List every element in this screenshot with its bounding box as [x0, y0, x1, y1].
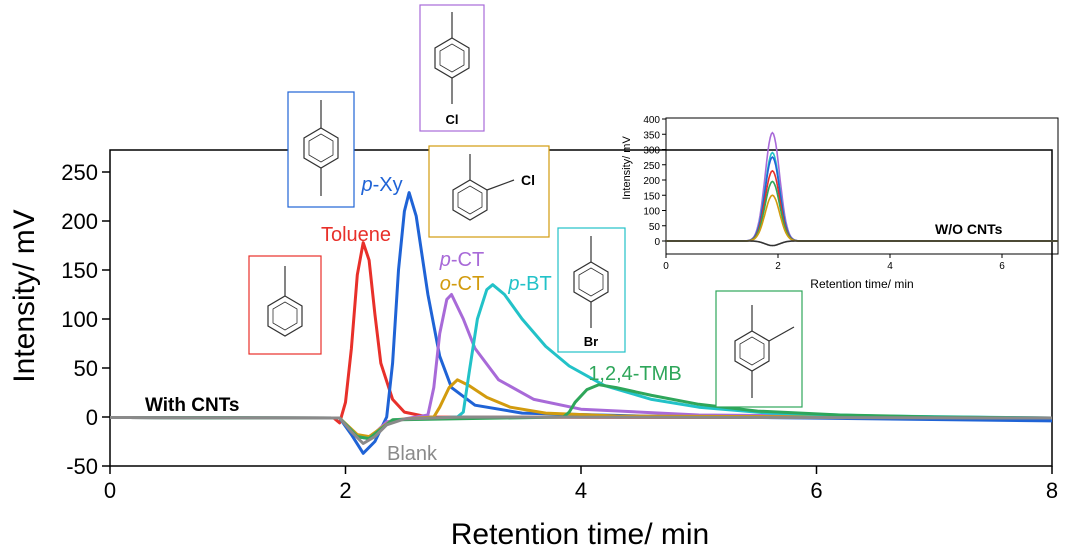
- main-y-tick-label: 200: [61, 209, 98, 234]
- inset-x-tick-label: 2: [775, 261, 781, 272]
- main-x-tick-label: 8: [1046, 478, 1058, 503]
- series-line-o-ct: [109, 378, 1053, 439]
- inset-x-tick-label: 4: [887, 261, 893, 272]
- trimethylbenzene-structure: [715, 290, 803, 408]
- inset-y-tick-label: 250: [643, 161, 660, 172]
- with-cnts-annotation: With CNTs: [145, 395, 239, 416]
- main-y-tick-label: 0: [86, 405, 98, 430]
- main-series-labels: Toluene p-Xy p-CTo-CT p-BT 1,2,4-TMB Blank: [321, 174, 682, 465]
- o-ct-cl-label: Cl: [521, 172, 535, 188]
- main-y-tick-label: -50: [66, 454, 98, 479]
- main-y-tick-label: 50: [74, 356, 98, 381]
- main-series: [109, 191, 1053, 455]
- inset-y-tick-label: 200: [643, 176, 660, 187]
- series-label-o-ct: o-CT: [440, 273, 484, 295]
- main-x-tick-label: 2: [339, 478, 351, 503]
- inset-y-axis: 0 50 100 150 200 250 300 350 400: [643, 115, 666, 248]
- series-label-p-xy: p-Xy: [360, 174, 402, 196]
- main-y-tick-label: 150: [61, 258, 98, 283]
- inset-y-tick-label: 150: [643, 191, 660, 202]
- main-x-tick-label: 4: [575, 478, 587, 503]
- inset-y-tick-label: 400: [643, 115, 660, 126]
- inset-y-axis-label: Intensity/ mV: [621, 136, 633, 200]
- inset-y-tick-label: 50: [649, 222, 661, 233]
- main-y-axis-label: Intensity/ mV: [8, 209, 41, 382]
- inset-chart: 0 50 100 150 200 250 300 350 400 0 2 4 6 Retention …: [621, 115, 1059, 291]
- series-line-1-2-4-tmb: [109, 383, 1053, 441]
- inset-plot-frame: [665, 117, 1059, 255]
- series-line-blank: [109, 415, 1053, 445]
- p-xylene-structure: [287, 91, 355, 208]
- main-y-tick-label: 250: [61, 160, 98, 185]
- main-x-tick-label: 6: [810, 478, 822, 503]
- inset-x-axis: 0 2 4 6: [663, 254, 1005, 272]
- without-cnts-annotation: W/O CNTs: [935, 221, 1003, 237]
- inset-x-tick-label: 6: [999, 261, 1005, 272]
- main-x-axis: 0 2 4 6 8: [104, 466, 1058, 503]
- main-y-tick-label: 100: [61, 307, 98, 332]
- p-bromotoluene-structure: Br: [557, 227, 626, 353]
- inset-y-tick-label: 300: [643, 146, 660, 157]
- inset-y-tick-label: 100: [643, 207, 660, 218]
- inset-y-tick-label: 350: [643, 130, 660, 141]
- inset-series: [666, 131, 1058, 247]
- p-chlorotoluene-structure: Cl: [419, 4, 485, 132]
- main-x-axis-label: Retention time/ min: [451, 518, 709, 551]
- series-label-1-2-4-tmb: 1,2,4-TMB: [588, 363, 681, 385]
- main-x-tick-label: 0: [104, 478, 116, 503]
- p-ct-cl-label: Cl: [446, 112, 459, 127]
- series-label-p-ct: p-CT: [439, 249, 484, 271]
- series-line-p-xy: [109, 191, 1053, 455]
- main-y-axis: -50 0 50 100 150 200 250: [61, 160, 110, 479]
- o-chlorotoluene-structure: Cl: [428, 145, 550, 238]
- toluene-structure: [248, 255, 322, 355]
- series-label-toluene: Toluene: [321, 224, 391, 246]
- inset-x-axis-label: Retention time/ min: [810, 277, 913, 291]
- series-label-p-bt: p-BT: [507, 273, 551, 295]
- inset-series-line-6: [666, 240, 1058, 247]
- inset-y-tick-label: 0: [654, 237, 660, 248]
- inset-x-tick-label: 0: [663, 261, 669, 272]
- p-bt-br-label: Br: [584, 334, 598, 349]
- series-label-blank: Blank: [387, 443, 438, 465]
